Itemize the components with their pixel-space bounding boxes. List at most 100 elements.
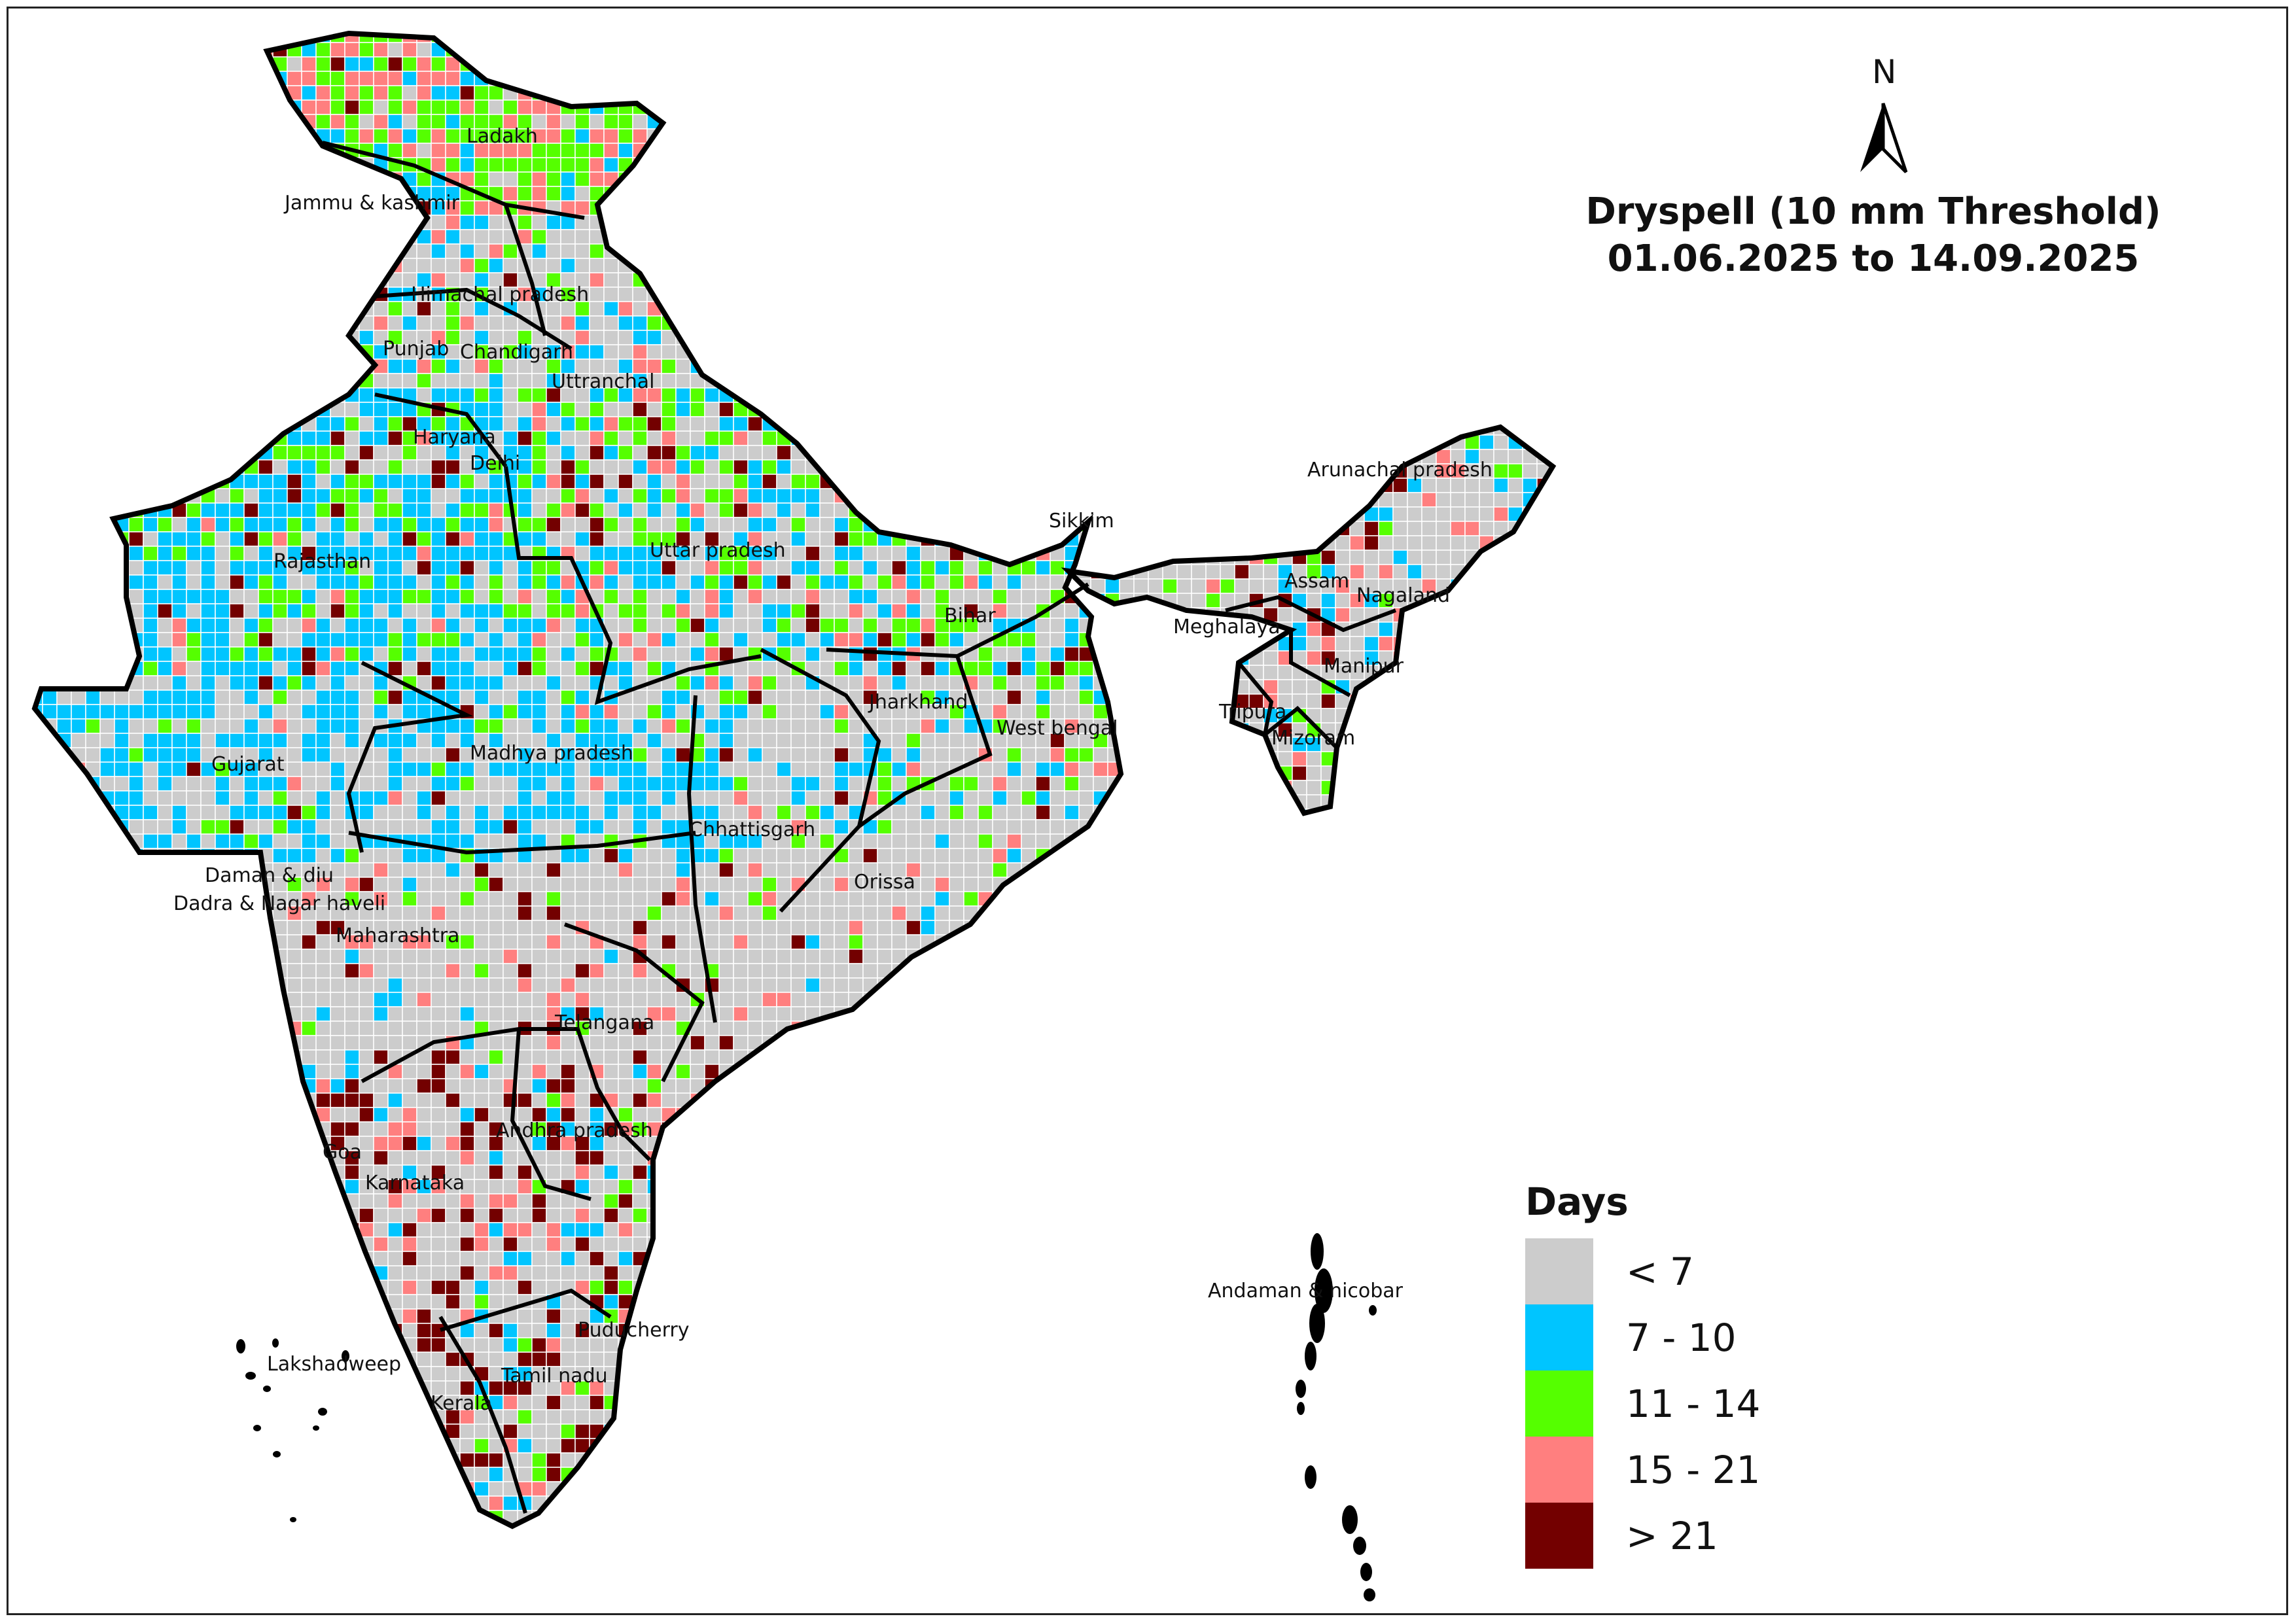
- grid-cell: [344, 243, 360, 259]
- grid-cell: [546, 790, 561, 806]
- grid-cell: [704, 272, 720, 288]
- grid-cell: [618, 776, 633, 792]
- grid-cell: [1021, 560, 1036, 576]
- grid-cell: [776, 315, 792, 331]
- grid-cell: [762, 934, 777, 950]
- grid-cell: [1078, 445, 1094, 461]
- grid-cell: [920, 574, 936, 590]
- grid-cell: [157, 344, 173, 360]
- grid-cell: [718, 949, 734, 964]
- grid-cell: [402, 85, 417, 101]
- grid-cell: [359, 603, 374, 619]
- grid-cell: [114, 373, 130, 389]
- grid-cell: [517, 805, 533, 820]
- grid-cell: [992, 819, 1008, 835]
- grid-cell: [359, 243, 374, 259]
- grid-cell: [200, 143, 216, 158]
- grid-cell: [834, 718, 849, 734]
- grid-cell: [186, 833, 202, 849]
- grid-cell: [503, 934, 518, 950]
- grid-cell: [71, 920, 86, 935]
- grid-cell: [431, 618, 446, 633]
- grid-cell: [992, 949, 1008, 964]
- grid-cell: [387, 143, 403, 158]
- grid-cell: [344, 171, 360, 187]
- grid-cell: [862, 128, 878, 144]
- grid-cell: [790, 474, 806, 489]
- grid-cell: [992, 344, 1008, 360]
- grid-cell: [56, 546, 72, 561]
- grid-cell: [819, 71, 835, 86]
- grid-cell: [373, 819, 389, 835]
- grid-cell: [747, 618, 763, 633]
- grid-cell: [243, 358, 259, 374]
- grid-cell: [589, 877, 605, 892]
- grid-cell: [186, 330, 202, 345]
- grid-cell: [819, 488, 835, 504]
- grid-cell: [546, 718, 561, 734]
- grid-cell: [1021, 776, 1036, 792]
- grid-cell: [574, 646, 590, 662]
- grid-cell: [431, 315, 446, 331]
- grid-cell: [1064, 790, 1080, 806]
- grid-cell: [35, 474, 43, 489]
- grid-cell: [963, 776, 979, 792]
- grid-cell: [114, 344, 130, 360]
- grid-cell: [229, 589, 245, 604]
- grid-cell: [790, 344, 806, 360]
- grid-cell: [776, 171, 792, 187]
- grid-cell: [1021, 416, 1036, 432]
- grid-cell: [1122, 920, 1137, 935]
- grid-cell: [272, 675, 288, 691]
- grid-cell: [1093, 71, 1108, 86]
- grid-cell: [243, 99, 259, 115]
- grid-cell: [1050, 761, 1065, 777]
- grid-cell: [445, 128, 461, 144]
- grid-cell: [690, 56, 705, 72]
- grid-cell: [589, 488, 605, 504]
- grid-cell: [157, 143, 173, 158]
- grid-cell: [618, 200, 633, 216]
- grid-cell: [272, 805, 288, 820]
- grid-cell: [1107, 459, 1121, 475]
- grid-cell: [373, 42, 389, 58]
- grid-cell: [560, 819, 576, 835]
- grid-cell: [776, 71, 792, 86]
- grid-cell: [301, 85, 317, 101]
- grid-cell: [35, 287, 43, 302]
- grid-cell: [1093, 877, 1108, 892]
- grid-cell: [646, 920, 662, 935]
- grid-cell: [949, 128, 964, 144]
- grid-cell: [661, 747, 677, 763]
- grid-cell: [1050, 114, 1065, 130]
- grid-cell: [330, 632, 345, 648]
- grid-cell: [906, 358, 921, 374]
- grid-cell: [1093, 243, 1108, 259]
- grid-cell: [171, 416, 187, 432]
- grid-cell: [186, 718, 202, 734]
- grid-cell: [920, 589, 936, 604]
- grid-cell: [301, 718, 317, 734]
- grid-cell: [603, 920, 619, 935]
- grid-cell: [776, 42, 792, 58]
- grid-cell: [71, 459, 86, 475]
- grid-cell: [632, 819, 648, 835]
- grid-cell: [906, 71, 921, 86]
- grid-cell: [359, 689, 374, 705]
- grid-cell: [862, 344, 878, 360]
- grid-cell: [1064, 402, 1080, 417]
- grid-cell: [416, 114, 432, 130]
- grid-cell: [790, 143, 806, 158]
- grid-cell: [934, 833, 950, 849]
- grid-cell: [690, 790, 705, 806]
- grid-cell: [646, 402, 662, 417]
- grid-cell: [474, 546, 489, 561]
- grid-cell: [618, 56, 633, 72]
- grid-cell: [517, 56, 533, 72]
- grid-cell: [416, 618, 432, 633]
- grid-cell: [690, 488, 705, 504]
- grid-cell: [949, 574, 964, 590]
- grid-cell: [99, 819, 115, 835]
- grid-cell: [675, 589, 691, 604]
- grid-cell: [243, 920, 259, 935]
